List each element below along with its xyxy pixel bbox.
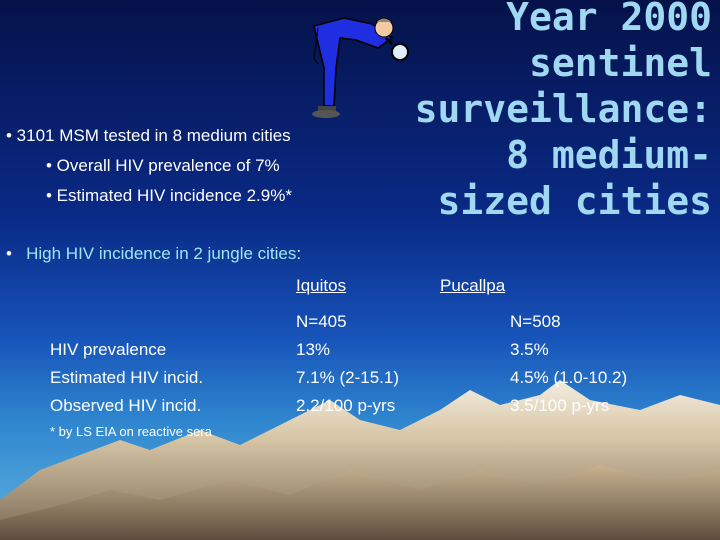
- slide-title: Year 2000 sentinel surveillance: 8 mediu…: [412, 0, 712, 224]
- bullet-marker: •: [6, 244, 12, 263]
- title-line: 8 medium-: [506, 133, 712, 177]
- row-label-prevalence: HIV prevalence: [50, 340, 167, 359]
- cell-iquitos-n: N=405: [296, 312, 347, 331]
- bullet-msm-tested: • 3101 MSM tested in 8 medium cities: [6, 126, 291, 145]
- bullet-incidence: • Estimated HIV incidence 2.9%*: [46, 186, 292, 205]
- cell-iquitos-prevalence: 13%: [296, 340, 331, 359]
- title-line: sentinel: [528, 41, 712, 85]
- cell-iquitos-observed: 2.2/100 p-yrs: [296, 396, 396, 415]
- cell-pucallpa-prevalence: 3.5%: [510, 340, 549, 359]
- cell-pucallpa-observed: 3.5/100 p-yrs: [510, 396, 610, 415]
- title-line: surveillance:: [414, 87, 712, 131]
- row-label-estimated: Estimated HIV incid.: [50, 368, 204, 387]
- title-line: sized cities: [437, 179, 712, 223]
- bullet-prevalence: • Overall HIV prevalence of 7%: [46, 156, 280, 175]
- bullet-jungle-cities: • High HIV incidence in 2 jungle cities:: [6, 244, 301, 264]
- cell-pucallpa-estimated: 4.5% (1.0-10.2): [510, 368, 628, 387]
- cell-pucallpa-n: N=508: [510, 312, 561, 331]
- footnote: * by LS EIA on reactive sera: [50, 424, 212, 439]
- bullet-colon: :: [296, 244, 302, 263]
- column-header-pucallpa: Pucallpa: [440, 276, 506, 295]
- magnifying-glass-man-icon: [312, 17, 409, 118]
- row-label-observed: Observed HIV incid.: [50, 396, 202, 415]
- title-line: Year 2000: [506, 0, 712, 39]
- column-header-iquitos: Iquitos: [296, 276, 347, 295]
- bullet-jungle-text: High HIV incidence in 2 jungle cities: [26, 244, 297, 263]
- cell-iquitos-estimated: 7.1% (2-15.1): [296, 368, 399, 387]
